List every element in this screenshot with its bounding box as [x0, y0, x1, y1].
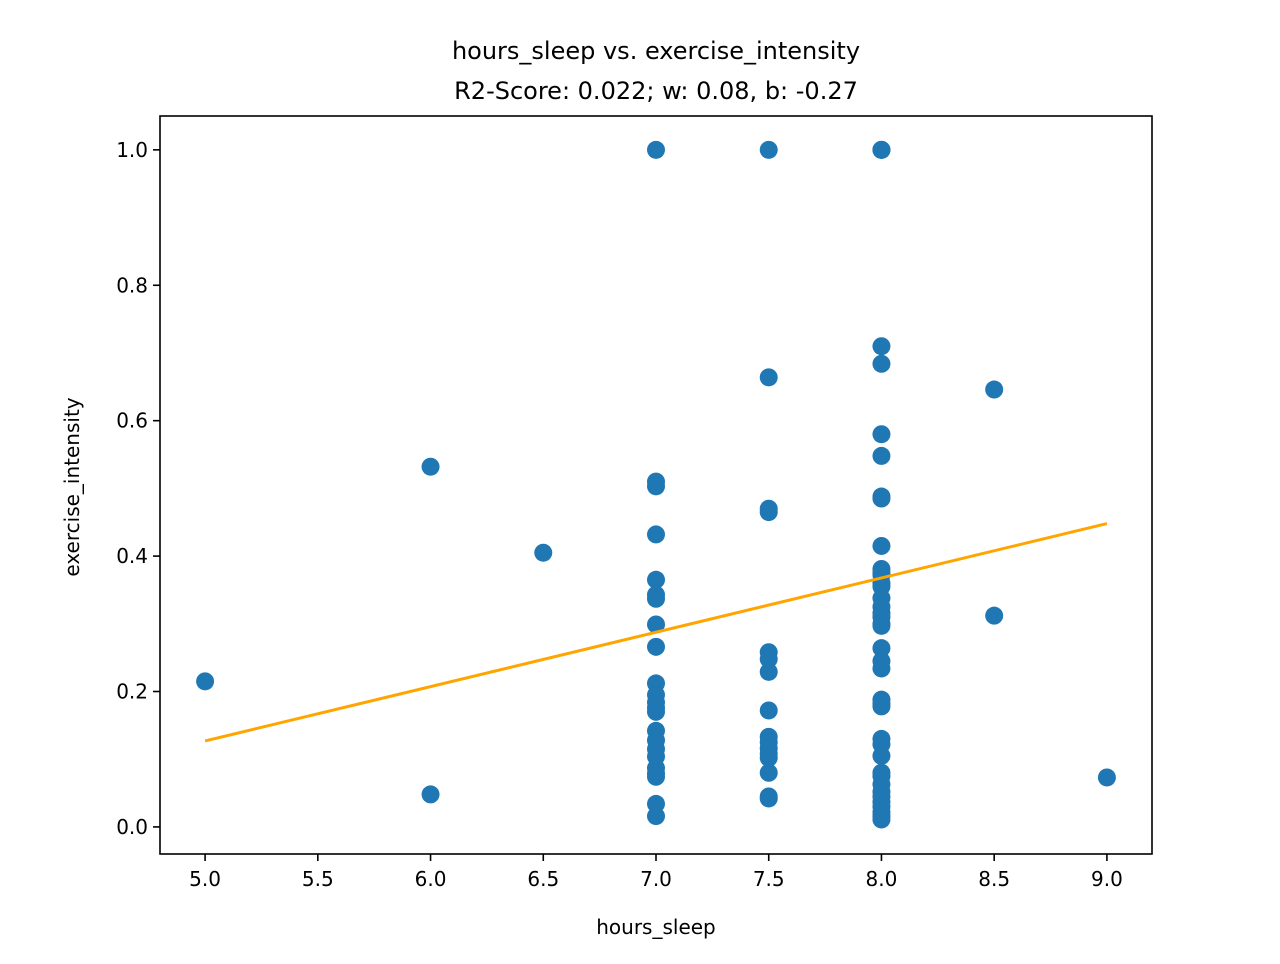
x-tick-label: 9.0 [1091, 867, 1123, 891]
data-point [647, 140, 665, 159]
x-tick-label: 7.5 [753, 867, 785, 891]
data-point [196, 672, 215, 691]
data-point [647, 589, 665, 608]
data-point [872, 446, 891, 465]
data-point [421, 457, 440, 476]
data-point [872, 140, 891, 159]
fit-line [204, 522, 1108, 743]
data-point [759, 140, 778, 159]
x-tick-label: 5.5 [302, 867, 334, 891]
x-tick-label: 8.5 [978, 867, 1010, 891]
data-point [872, 616, 891, 635]
x-tick-label: 8.0 [866, 867, 898, 891]
data-point [534, 543, 553, 562]
data-point [759, 503, 778, 522]
y-tick-label: 0.0 [116, 815, 148, 839]
data-point [872, 536, 891, 555]
data-point [759, 701, 778, 720]
axes-layer: 5.0 5.5 6.0 6.5 7.0 7.5 8.0 8.5 9.0 0.0 0.2 0.4 0.6 0… [116, 115, 1153, 891]
data-point [647, 570, 665, 589]
data-point [985, 380, 1004, 399]
data-point [647, 767, 665, 786]
data-point [647, 693, 665, 712]
data-point [759, 733, 778, 752]
data-point [647, 807, 665, 826]
y-axis-label: exercise_intensity [60, 397, 84, 576]
y-tick-label: 0.6 [116, 409, 148, 433]
x-axis-label: hours_sleep [596, 915, 716, 939]
x-tick-label: 6.5 [527, 867, 559, 891]
data-point [647, 477, 665, 496]
data-point [759, 789, 778, 808]
data-point [647, 525, 665, 544]
data-point [872, 489, 891, 508]
data-point [759, 763, 778, 782]
data-point [872, 354, 891, 373]
x-tick-label: 7.0 [640, 867, 672, 891]
data-point [872, 810, 891, 829]
chart-subtitle: R2-Score: 0.022; w: 0.08, b: -0.27 [454, 77, 858, 105]
data-point [872, 697, 891, 716]
data-point [759, 662, 778, 681]
data-point [647, 637, 665, 656]
data-point [872, 746, 891, 765]
data-point [872, 639, 891, 658]
chart-title: hours_sleep vs. exercise_intensity [452, 37, 860, 65]
y-tick-label: 0.4 [116, 544, 148, 568]
data-point [985, 606, 1004, 625]
y-tick-label: 1.0 [116, 138, 148, 162]
data-point [759, 650, 778, 669]
x-tick-label: 6.0 [415, 867, 447, 891]
y-tick-label: 0.2 [116, 680, 148, 704]
x-tick-label: 5.0 [189, 867, 221, 891]
data-point [1097, 768, 1116, 787]
data-point [647, 615, 665, 634]
data-point [872, 337, 891, 356]
data-point [872, 659, 891, 678]
data-point [421, 785, 440, 804]
data-point [759, 368, 778, 387]
y-tick-label: 0.8 [116, 273, 148, 297]
plot-content [196, 140, 1116, 829]
data-point [872, 425, 891, 444]
